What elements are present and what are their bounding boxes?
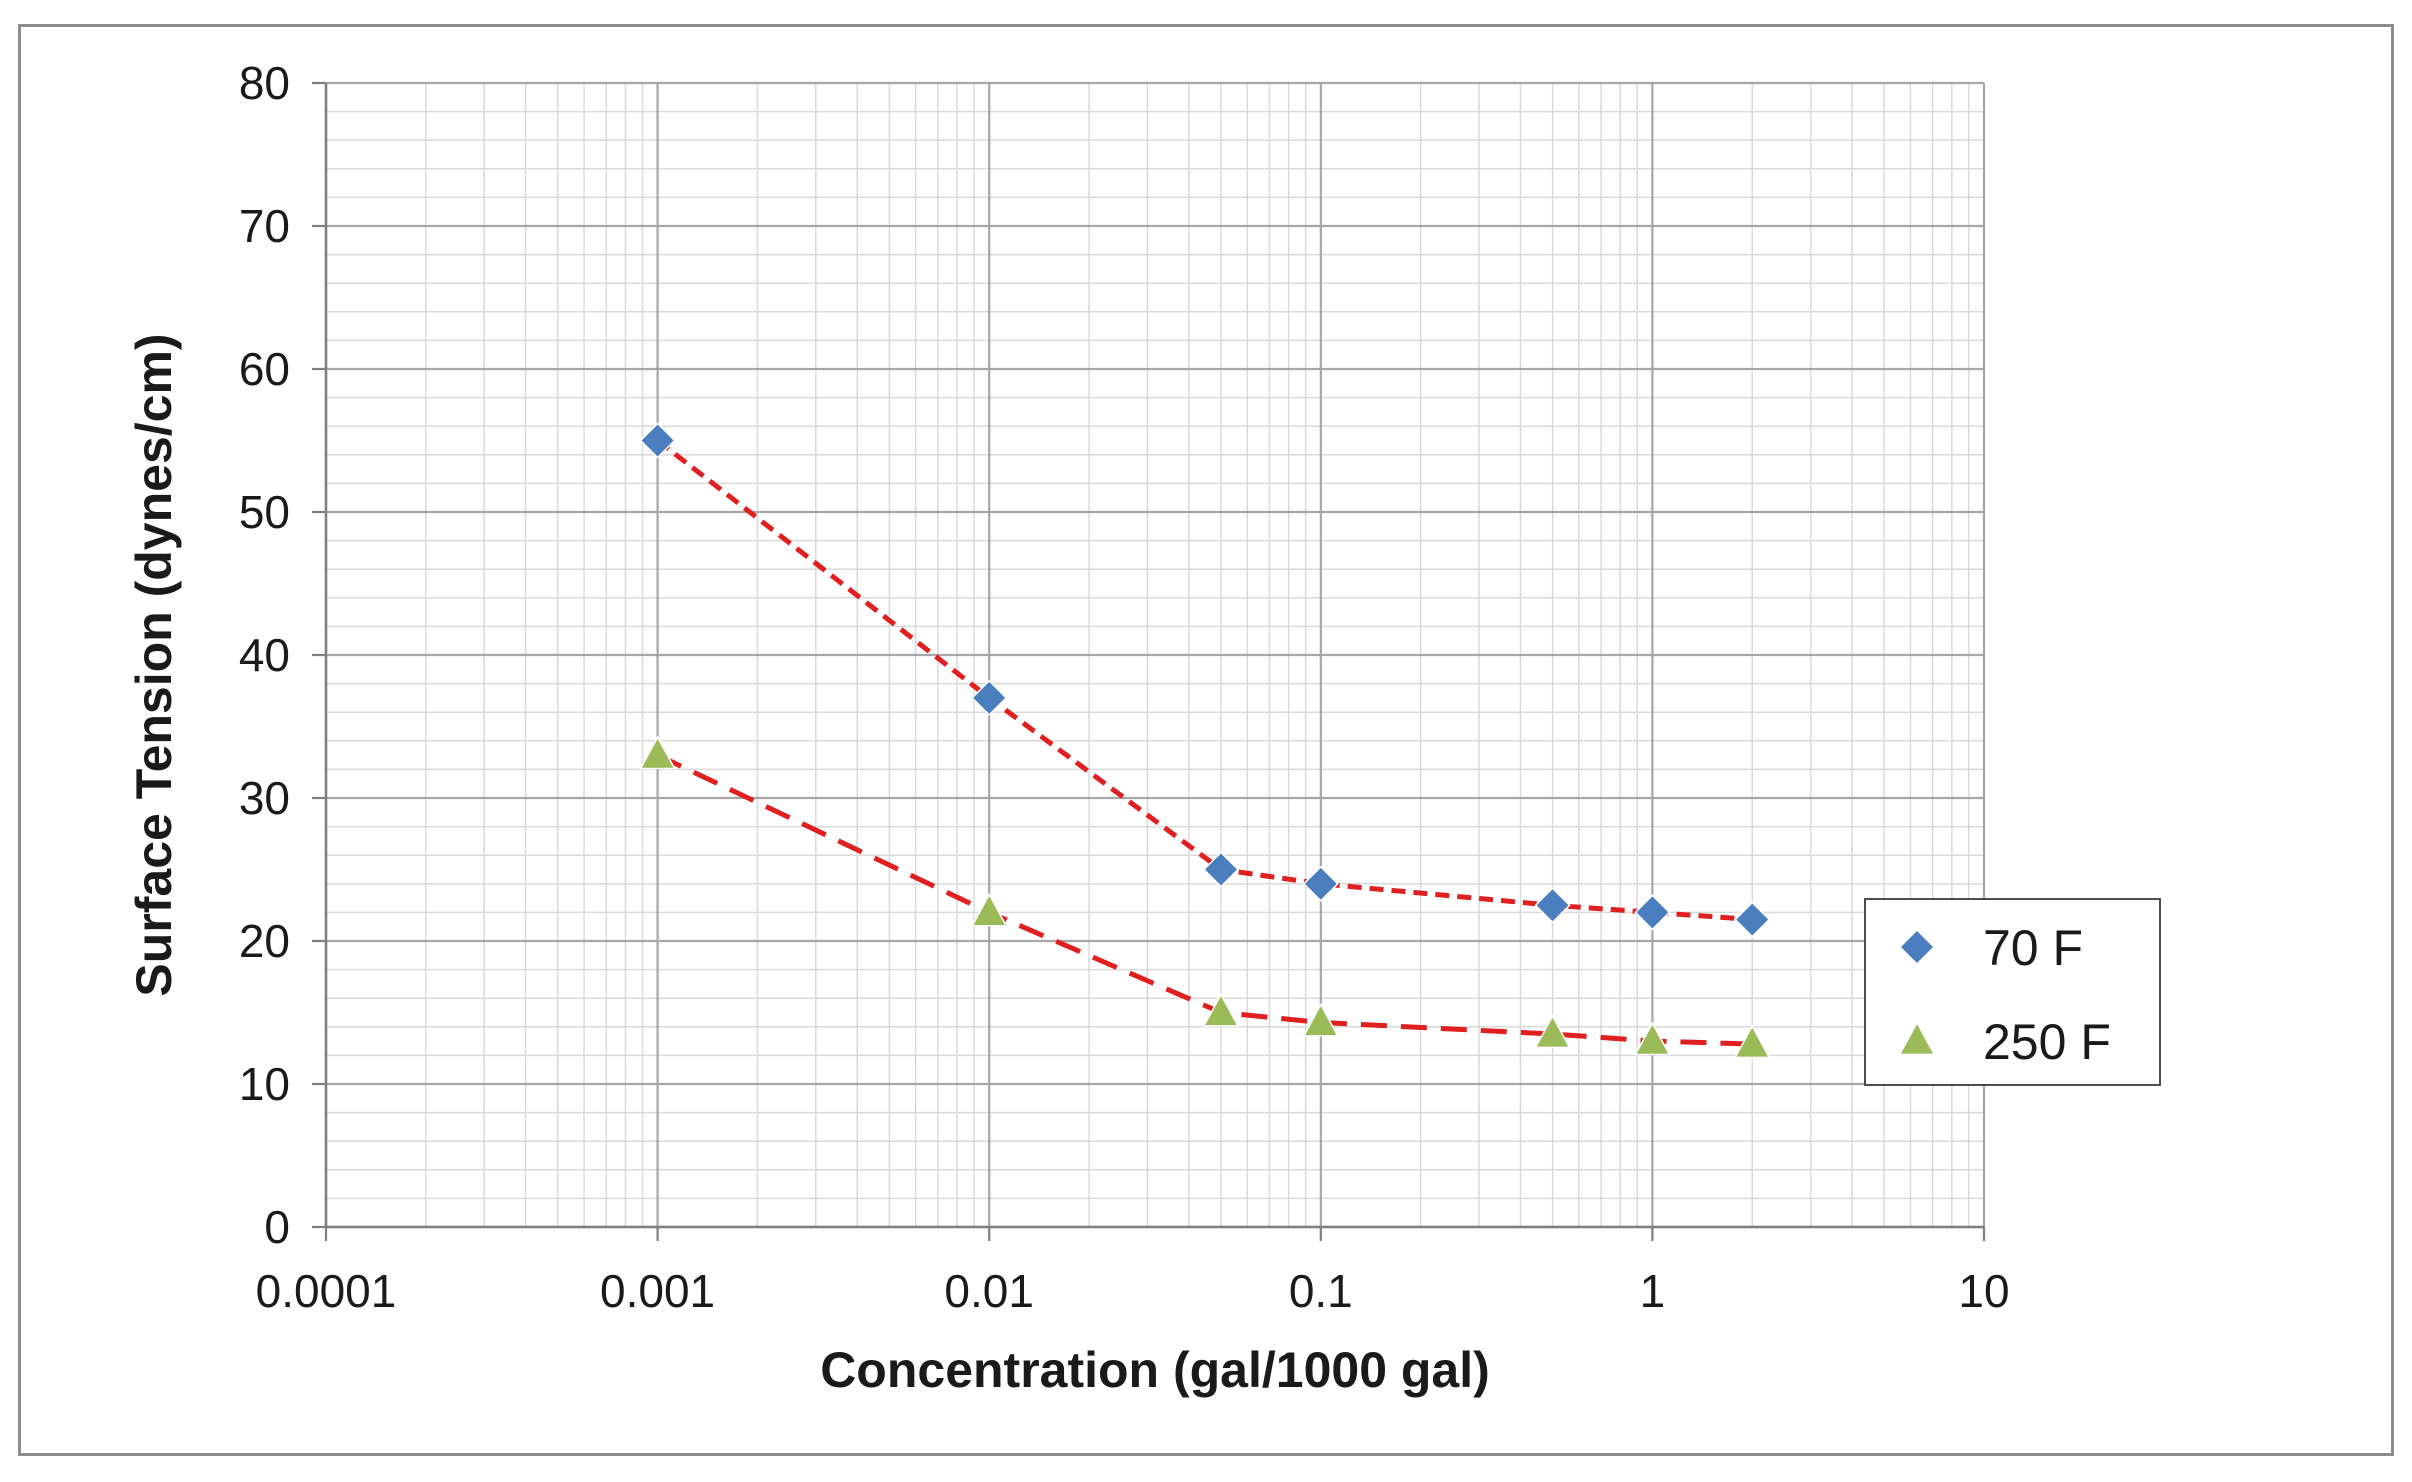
y-axis-title: Surface Tension (dynes/cm) (126, 333, 182, 996)
y-tick-label: 60 (239, 343, 290, 395)
y-tick-label: 10 (239, 1058, 290, 1110)
y-tick-label: 70 (239, 200, 290, 252)
data-point-250f (1302, 1003, 1340, 1037)
data-point-70f (1734, 901, 1771, 938)
y-tick-label: 40 (239, 629, 290, 681)
series-layer (639, 422, 1771, 1059)
data-point-70f (971, 679, 1008, 716)
data-point-250f (639, 735, 676, 770)
y-axis-ticks: 0 10 20 30 40 50 60 70 80 (239, 57, 326, 1253)
x-tick-label: 0.001 (600, 1265, 715, 1317)
legend-label-250f: 250 F (1983, 1014, 2111, 1070)
x-axis-title: Concentration (gal/1000 gal) (820, 1342, 1490, 1398)
legend: 70 F 250 F (1864, 898, 2161, 1086)
data-point-250f (1733, 1024, 1771, 1059)
y-tick-label: 30 (239, 772, 290, 824)
y-tick-label: 80 (239, 57, 290, 109)
data-point-70f (1534, 887, 1571, 924)
data-point-70f (639, 422, 676, 459)
y-tick-label: 0 (264, 1201, 290, 1253)
data-point-70f (1202, 851, 1240, 888)
y-tick-label: 50 (239, 486, 290, 538)
data-point-250f (1534, 1014, 1571, 1049)
x-tick-label: 0.0001 (256, 1265, 397, 1317)
legend-box (1864, 898, 2161, 1086)
x-tick-label: 1 (1640, 1265, 1666, 1317)
x-tick-label: 10 (1958, 1265, 2009, 1317)
x-tick-label: 0.01 (944, 1265, 1034, 1317)
data-point-70f (1302, 865, 1339, 902)
legend-marker-250f (1901, 1024, 1933, 1054)
x-tick-label: 0.1 (1289, 1265, 1353, 1317)
data-point-70f (1634, 894, 1671, 931)
y-tick-label: 20 (239, 915, 290, 967)
data-point-250f (1202, 993, 1240, 1027)
chart-frame: 0 10 20 30 40 50 60 70 80 0.0001 0.001 0.01 0.1 1 10 … (18, 24, 2394, 1456)
data-point-250f (1634, 1021, 1671, 1056)
legend-label-70f: 70 F (1983, 920, 2083, 976)
data-point-250f (970, 892, 1008, 927)
x-axis-ticks: 0.0001 0.001 0.01 0.1 1 10 (256, 1227, 2010, 1317)
legend-marker-70f (1901, 931, 1933, 963)
